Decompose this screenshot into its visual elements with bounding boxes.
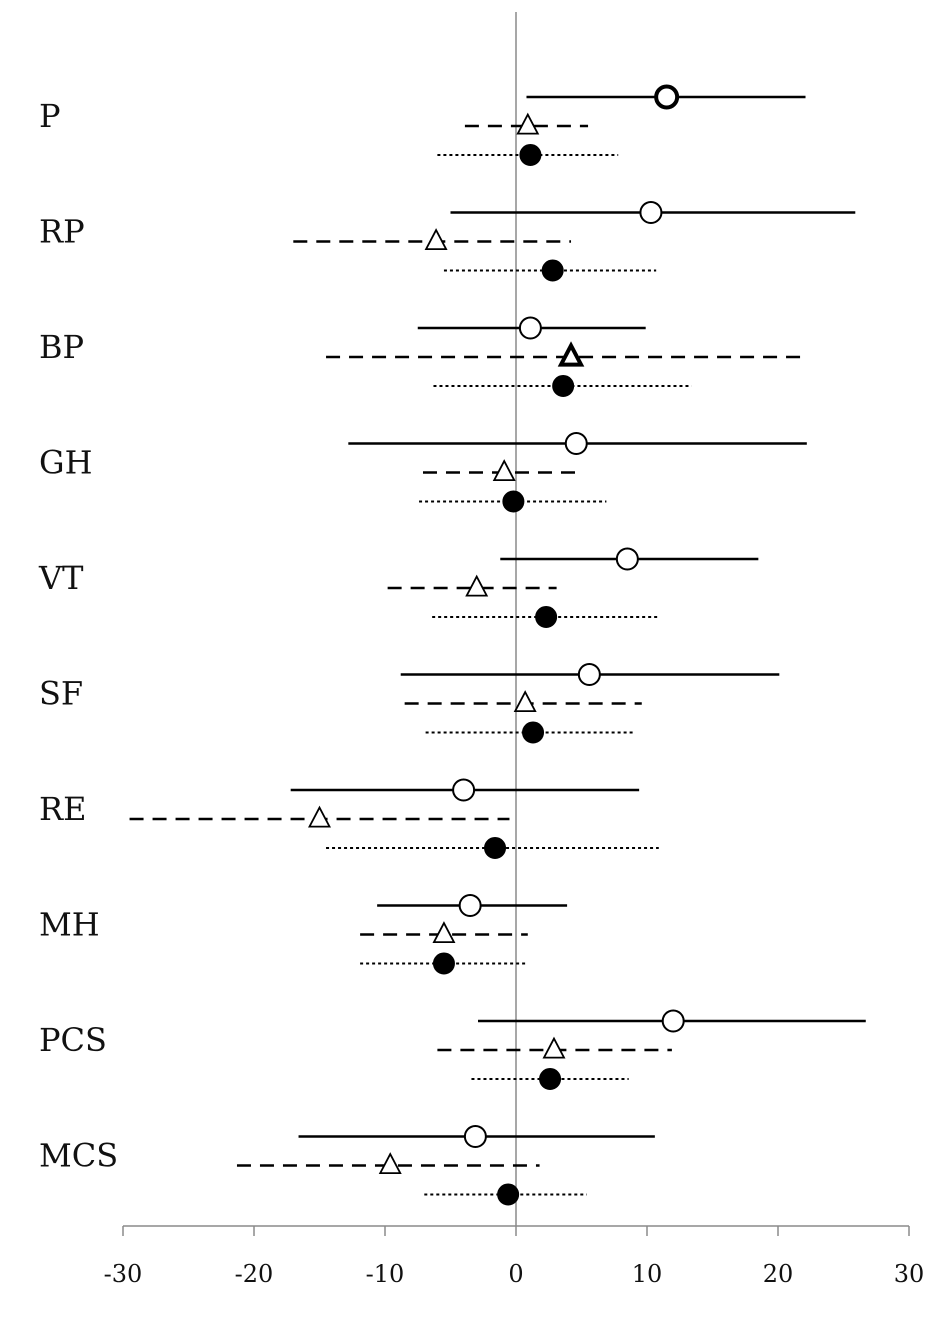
point-estimate-triangle xyxy=(542,1036,566,1059)
category-labels: P RP BP GH VT SF RE MH PCS MCS xyxy=(38,97,118,1175)
point-estimate-dot xyxy=(432,952,455,975)
point-estimate-circle xyxy=(661,1009,685,1033)
x-tick-label: -30 xyxy=(104,1260,143,1288)
point-estimate-circle xyxy=(452,778,476,802)
category-label: PCS xyxy=(39,1021,107,1059)
x-axis: -30 -20 -10 0 10 20 30 xyxy=(104,1225,925,1288)
category-label: RE xyxy=(39,790,86,828)
x-tick-label: -10 xyxy=(366,1260,405,1288)
category-label: VT xyxy=(38,559,84,597)
point-estimate-circle xyxy=(577,663,601,686)
point-estimate-circle xyxy=(615,547,639,571)
point-estimate-dot xyxy=(519,144,542,166)
x-tick-label: 30 xyxy=(894,1260,925,1288)
point-estimate-triangle xyxy=(378,1152,402,1174)
x-tick-label: -20 xyxy=(235,1260,274,1288)
estimate-rows xyxy=(129,84,866,1206)
row-sf xyxy=(400,663,780,744)
category-label: MCS xyxy=(39,1137,118,1175)
row-bp xyxy=(326,316,806,397)
point-estimate-dot xyxy=(484,837,507,859)
category-label: GH xyxy=(39,444,92,482)
point-estimate-triangle xyxy=(432,921,456,943)
category-label: SF xyxy=(39,675,83,713)
row-mh xyxy=(360,894,568,975)
point-estimate-dot xyxy=(497,1183,520,1206)
point-estimate-circle xyxy=(463,1125,487,1148)
row-pcs xyxy=(437,1009,866,1090)
x-tick-label: 20 xyxy=(763,1260,794,1288)
row-vt xyxy=(387,547,759,628)
row-p xyxy=(437,84,806,166)
category-label: BP xyxy=(39,328,84,366)
category-label: RP xyxy=(39,213,85,251)
point-estimate-circle xyxy=(458,894,482,917)
point-estimate-triangle xyxy=(557,341,585,367)
point-estimate-dot xyxy=(552,375,575,397)
category-label: MH xyxy=(39,906,100,944)
point-estimate-dot xyxy=(539,1068,562,1090)
x-tick-label: 0 xyxy=(508,1260,523,1288)
point-estimate-circle xyxy=(639,201,663,224)
point-estimate-circle xyxy=(564,432,588,455)
point-estimate-dot xyxy=(522,721,545,744)
point-estimate-triangle xyxy=(492,459,516,482)
x-tick-label: 10 xyxy=(632,1260,663,1288)
point-estimate-triangle xyxy=(465,574,489,597)
point-estimate-triangle xyxy=(308,805,331,828)
point-estimate-dot xyxy=(502,490,525,513)
row-re xyxy=(129,778,659,859)
point-estimate-dot xyxy=(541,259,564,282)
point-estimate-triangle xyxy=(516,112,540,135)
point-estimate-triangle xyxy=(513,690,537,712)
point-estimate-triangle xyxy=(424,228,448,251)
point-estimate-dot xyxy=(535,606,558,628)
category-label: P xyxy=(39,97,61,135)
row-mcs xyxy=(236,1125,655,1206)
point-estimate-circle xyxy=(518,316,542,340)
point-estimate-circle xyxy=(654,84,680,110)
row-gh xyxy=(348,432,807,513)
row-rp xyxy=(293,201,856,282)
